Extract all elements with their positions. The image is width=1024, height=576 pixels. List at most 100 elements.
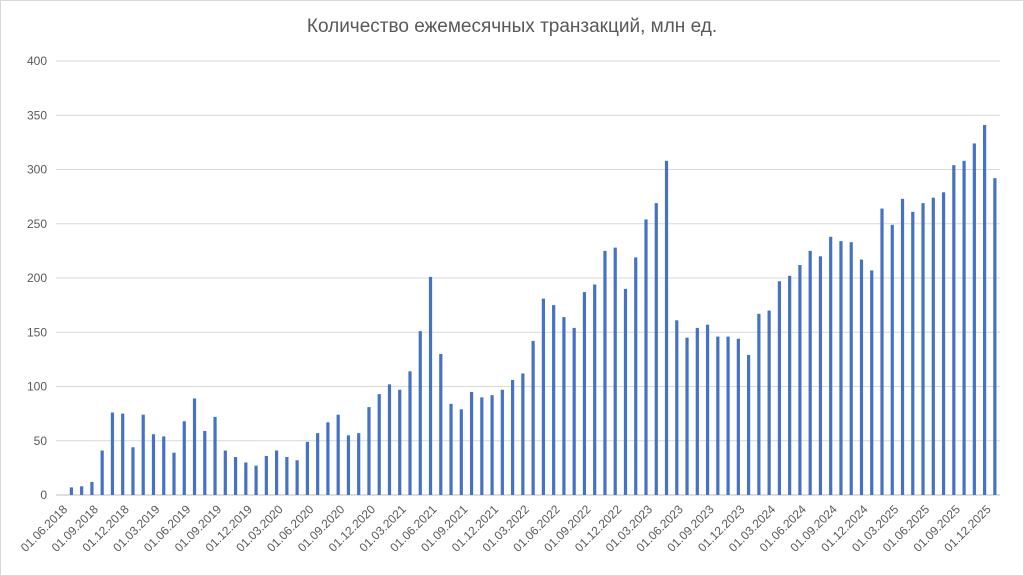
bar (900, 198, 905, 496)
bar (151, 434, 156, 495)
bar (69, 487, 73, 495)
bar (911, 211, 915, 495)
bar (931, 197, 935, 495)
bar (387, 384, 392, 495)
bar (829, 236, 833, 495)
bar (428, 276, 433, 495)
bar (500, 389, 504, 495)
bar (264, 455, 268, 495)
bar (634, 257, 638, 495)
y-tick-label: 100 (27, 380, 47, 394)
bar (736, 338, 740, 495)
bar (777, 281, 781, 495)
bar (223, 450, 227, 495)
bar (870, 270, 874, 495)
y-tick-label: 200 (27, 271, 47, 285)
y-tick-label: 50 (34, 434, 48, 448)
bar (254, 465, 258, 495)
bar (316, 433, 320, 495)
y-tick-label: 0 (40, 488, 47, 502)
bar (747, 355, 751, 495)
bar (244, 462, 248, 495)
bar (459, 409, 463, 495)
bar (757, 313, 761, 495)
bar (644, 219, 648, 495)
bar (603, 250, 607, 495)
bar (726, 336, 730, 495)
bar (182, 421, 186, 495)
bar (890, 224, 894, 495)
y-tick-label: 400 (27, 54, 47, 68)
bar (972, 143, 976, 495)
bar (849, 242, 853, 495)
bar (285, 457, 289, 495)
chart-title: Количество ежемесячных транзакций, млн е… (306, 16, 718, 37)
bar (490, 395, 494, 495)
bar (367, 407, 371, 495)
y-tick-label: 350 (27, 108, 47, 122)
bar (398, 389, 402, 495)
bar (110, 412, 115, 495)
gridlines (56, 60, 1000, 496)
bar (511, 379, 515, 495)
bar (818, 256, 823, 495)
bar (623, 288, 628, 495)
bar (346, 435, 351, 495)
bar (131, 447, 135, 495)
bar (521, 373, 525, 495)
bar (449, 403, 453, 495)
bar (295, 460, 299, 495)
bar (418, 331, 422, 495)
bar (377, 394, 381, 495)
bar (213, 416, 217, 495)
bar (664, 160, 669, 495)
bar (593, 284, 597, 495)
bar (562, 317, 566, 495)
bar (172, 452, 176, 495)
bar (716, 336, 720, 495)
bar (767, 310, 771, 495)
bar (531, 340, 535, 495)
bar (233, 457, 238, 495)
bar (695, 327, 699, 495)
bar (541, 298, 545, 495)
bar (582, 292, 587, 495)
y-tick-label: 250 (27, 217, 47, 231)
bar (952, 165, 956, 495)
bar (275, 450, 279, 495)
bar (357, 433, 361, 495)
bar (654, 203, 658, 495)
bar (439, 353, 443, 495)
x-axis-ticks: 01.06.201801.09.201801.12.201801.03.2019… (18, 502, 994, 555)
bar (469, 391, 474, 495)
bar (192, 398, 197, 495)
bar (613, 247, 617, 495)
bar (408, 371, 412, 495)
bar (993, 178, 997, 495)
y-tick-label: 300 (27, 163, 47, 177)
bar (162, 436, 166, 495)
bar (839, 241, 843, 495)
bars (69, 125, 997, 496)
bar (572, 327, 576, 495)
bar (203, 430, 207, 495)
bar (141, 414, 145, 495)
bar (921, 203, 925, 495)
bar (962, 160, 966, 495)
bar (336, 414, 340, 495)
bar (808, 250, 812, 495)
y-tick-label: 150 (27, 325, 47, 339)
bar (90, 481, 94, 495)
bar (100, 450, 104, 495)
bar (798, 264, 802, 495)
bar (859, 259, 864, 495)
bar (788, 275, 792, 495)
bar (305, 441, 309, 495)
bar (121, 413, 125, 495)
bar (480, 397, 484, 495)
bar (705, 324, 710, 495)
bar (675, 320, 679, 495)
bar (941, 192, 946, 495)
bar (880, 208, 884, 495)
